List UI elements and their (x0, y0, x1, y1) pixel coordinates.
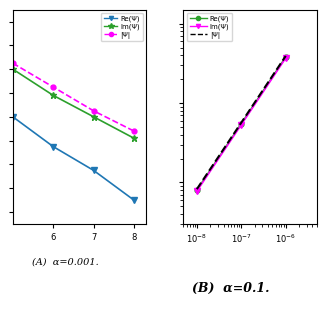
Line: |Ψ|: |Ψ| (10, 61, 136, 133)
Im(Ψ) (284, 56, 288, 60)
|Ψ| (284, 54, 288, 58)
Re(Ψ) (92, 168, 96, 172)
Im(Ψ) (11, 67, 15, 71)
Im(Ψ) (132, 136, 136, 140)
Re(Ψ) (239, 122, 243, 125)
|Ψ| (195, 187, 199, 191)
Re(Ψ) (11, 115, 15, 119)
Line: |Ψ|: |Ψ| (197, 56, 286, 189)
|Ψ| (132, 129, 136, 133)
Re(Ψ) (132, 198, 136, 202)
Line: Im(Ψ): Im(Ψ) (9, 66, 138, 142)
Im(Ψ) (51, 93, 55, 97)
Im(Ψ) (195, 189, 199, 193)
Im(Ψ) (239, 123, 243, 127)
Im(Ψ) (92, 115, 96, 119)
|Ψ| (92, 109, 96, 113)
Legend: Re(Ψ), Im(Ψ), |Ψ|: Re(Ψ), Im(Ψ), |Ψ| (101, 13, 143, 41)
Line: Re(Ψ): Re(Ψ) (10, 114, 137, 203)
Line: Im(Ψ): Im(Ψ) (194, 55, 289, 194)
Text: (B)  α=0.1.: (B) α=0.1. (192, 282, 269, 294)
Re(Ψ) (284, 55, 288, 59)
Line: Re(Ψ): Re(Ψ) (195, 54, 288, 193)
|Ψ| (51, 85, 55, 89)
|Ψ| (11, 61, 15, 65)
Text: (A)  α=0.001.: (A) α=0.001. (32, 258, 99, 267)
Legend: Re(Ψ), Im(Ψ), |Ψ|: Re(Ψ), Im(Ψ), |Ψ| (187, 13, 232, 41)
Re(Ψ) (51, 145, 55, 148)
Re(Ψ) (195, 188, 199, 192)
|Ψ| (239, 121, 243, 124)
